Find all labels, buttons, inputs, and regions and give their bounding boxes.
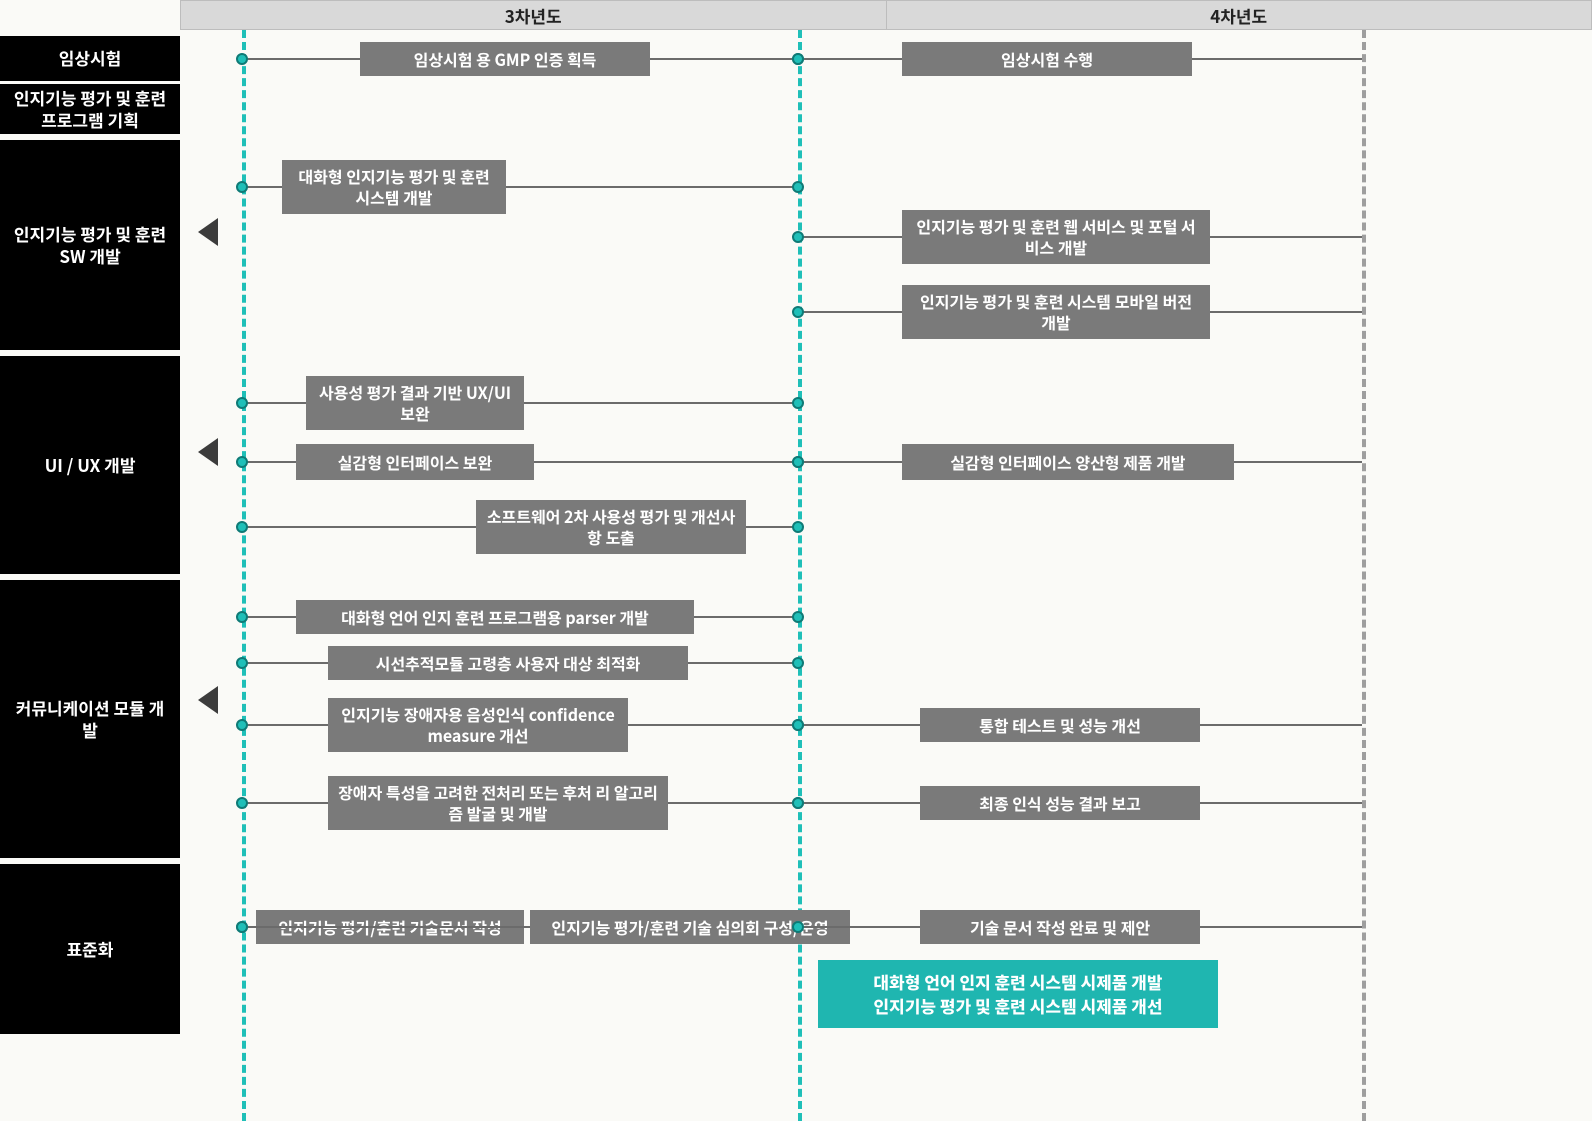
task-box: 최종 인식 성능 결과 보고	[920, 786, 1200, 820]
timeline-dot	[792, 611, 804, 623]
task-box: 인지기능 장애자용 음성인식 confidence measure 개선	[328, 698, 628, 752]
task-box: 인지기능 평가 및 훈련 웹 서비스 및 포털 서비스 개발	[902, 210, 1210, 264]
timeline-dot	[792, 657, 804, 669]
timeline-dot	[236, 53, 248, 65]
arrow-left-icon	[198, 438, 218, 466]
timeline-dot	[236, 657, 248, 669]
task-box: 실감형 인터페이스 보완	[296, 444, 534, 480]
timeline-dot	[792, 921, 804, 933]
gantt-canvas: 3차년도 4차년도 대화형 언어 인지 훈련 시스템 시제품 개발 인지기능 평…	[0, 0, 1592, 1121]
callout-line1: 대화형 언어 인지 훈련 시스템 시제품 개발	[828, 970, 1208, 994]
timeline-dot	[236, 181, 248, 193]
task-box: 소프트웨어 2차 사용성 평가 및 개선사항 도출	[476, 500, 746, 554]
vline-y3-start	[242, 30, 246, 1121]
vline-y4-start	[798, 30, 802, 1121]
task-box: 대화형 인지기능 평가 및 훈련 시스템 개발	[282, 160, 506, 214]
timeline-dot	[236, 797, 248, 809]
task-box: 인지기능 평가 및 훈련 시스템 모바일 버전 개발	[902, 285, 1210, 339]
timeline-dot	[236, 719, 248, 731]
row-label-r2: 인지기능 평가 및 훈련 프로그램 기획	[0, 84, 180, 134]
timeline-dot	[792, 181, 804, 193]
timeline-dot	[236, 397, 248, 409]
timeline-dot	[236, 521, 248, 533]
arrow-left-icon	[198, 686, 218, 714]
timeline-dot	[792, 231, 804, 243]
milestone-callout: 대화형 언어 인지 훈련 시스템 시제품 개발 인지기능 평가 및 훈련 시스템…	[818, 960, 1218, 1028]
task-box: 실감형 인터페이스 양산형 제품 개발	[902, 444, 1234, 480]
vline-y4-end	[1362, 30, 1366, 1121]
timeline-dot	[792, 397, 804, 409]
task-box: 기술 문서 작성 완료 및 제안	[920, 910, 1200, 944]
timeline-dot	[792, 456, 804, 468]
row-label-r1: 임상시험	[0, 36, 180, 81]
row-label-r3: 인지기능 평가 및 훈련 SW 개발	[0, 140, 180, 350]
task-box: 장애자 특성을 고려한 전처리 또는 후처 리 알고리즘 발굴 및 개발	[328, 776, 668, 830]
timeline-dot	[792, 797, 804, 809]
timeline-dot	[792, 521, 804, 533]
timeline-dot	[236, 611, 248, 623]
task-box: 대화형 언어 인지 훈련 프로그램용 parser 개발	[296, 600, 694, 634]
col-hdr-y3: 3차년도	[181, 1, 887, 29]
row-label-r4: UI / UX 개발	[0, 356, 180, 574]
task-box: 통합 테스트 및 성능 개선	[920, 708, 1200, 742]
task-box: 시선추적모듈 고령층 사용자 대상 최적화	[328, 646, 688, 680]
timeline-dot	[792, 719, 804, 731]
timeline-dot	[236, 921, 248, 933]
col-hdr-y4: 4차년도	[887, 1, 1592, 29]
task-box: 임상시험 용 GMP 인증 획득	[360, 42, 650, 76]
timeline-dot	[792, 306, 804, 318]
timeline-dot	[792, 53, 804, 65]
task-box: 임상시험 수행	[902, 42, 1192, 76]
callout-line2: 인지기능 평가 및 훈련 시스템 시제품 개선	[828, 994, 1208, 1018]
row-label-r6: 표준화	[0, 864, 180, 1034]
timeline-dot	[236, 456, 248, 468]
column-headers: 3차년도 4차년도	[180, 0, 1592, 30]
arrow-left-icon	[198, 218, 218, 246]
row-label-r5: 커뮤니케이션 모듈 개발	[0, 580, 180, 858]
task-box: 사용성 평가 결과 기반 UX/UI 보완	[306, 376, 524, 430]
